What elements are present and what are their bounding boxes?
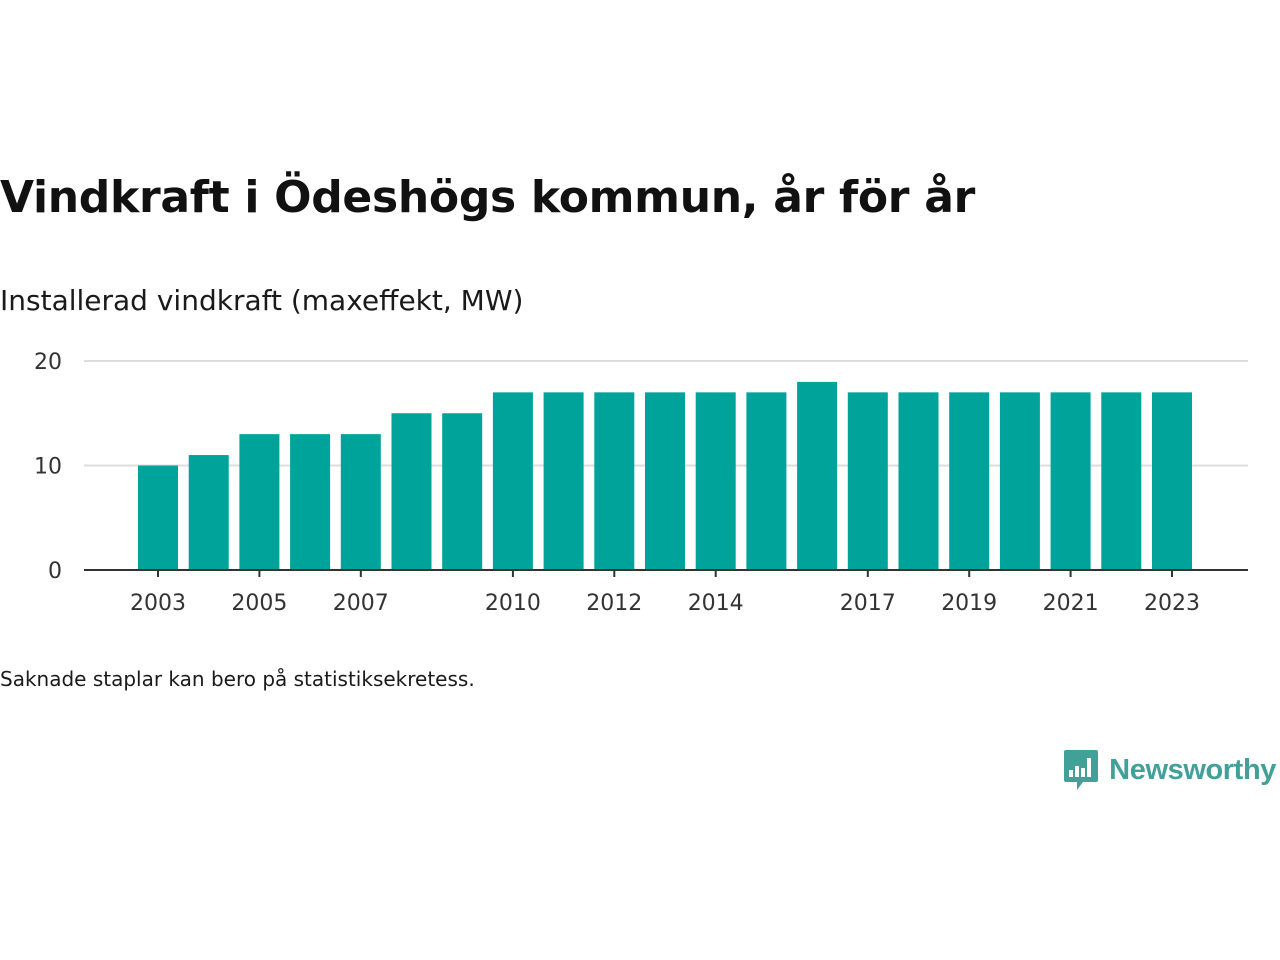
- bar-2004: [188, 455, 229, 570]
- bar-2020: [999, 392, 1040, 570]
- y-axis-ticks: 0 10 20: [34, 350, 62, 584]
- bar-2013: [645, 392, 685, 570]
- bar-2023: [1152, 392, 1192, 570]
- y-tick-label: 0: [48, 559, 62, 584]
- bar-2006: [290, 434, 331, 570]
- bar-2012: [594, 392, 635, 570]
- bar-2003: [138, 465, 178, 570]
- x-tick-label: 2019: [941, 591, 997, 616]
- y-tick-label: 20: [34, 350, 62, 375]
- bar-2018: [898, 392, 939, 570]
- bar-2009: [442, 413, 483, 570]
- x-tick-label: 2014: [688, 591, 744, 616]
- brand-logo: Newsworthy: [1063, 748, 1276, 792]
- bar-2022: [1101, 392, 1142, 570]
- bar-2016: [797, 381, 838, 570]
- bar-2008: [391, 413, 432, 570]
- bars: [138, 381, 1192, 570]
- x-tick-label: 2017: [840, 591, 896, 616]
- bar-2021: [1050, 392, 1091, 570]
- x-tick-label: 2023: [1144, 591, 1200, 616]
- bar-2017: [847, 392, 888, 570]
- y-tick-label: 10: [34, 455, 62, 480]
- bar-2019: [949, 392, 990, 570]
- x-tick-label: 2005: [231, 591, 287, 616]
- brand-name: Newsworthy: [1109, 753, 1276, 786]
- x-axis-ticks: 2003 2005 2007 2010 2012 2014 2017 2019 2021 2023: [130, 570, 1200, 616]
- x-tick-label: 2010: [485, 591, 541, 616]
- x-tick-label: 2007: [333, 591, 389, 616]
- bar-2014: [695, 392, 736, 570]
- bar-2005: [239, 434, 280, 570]
- x-tick-label: 2012: [586, 591, 642, 616]
- bar-2015: [746, 392, 787, 570]
- bar-2007: [340, 434, 381, 570]
- bar-2010: [492, 392, 533, 570]
- chart-subtitle: Installerad vindkraft (maxeffekt, MW): [0, 284, 524, 317]
- x-tick-label: 2003: [130, 591, 186, 616]
- bar-2011: [543, 392, 584, 570]
- newsworthy-logo-icon: [1064, 750, 1099, 790]
- footnote: Saknade staplar kan bero på statistiksek…: [0, 667, 475, 691]
- chart-title: Vindkraft i Ödeshögs kommun, år för år: [0, 172, 975, 223]
- x-tick-label: 2021: [1043, 591, 1099, 616]
